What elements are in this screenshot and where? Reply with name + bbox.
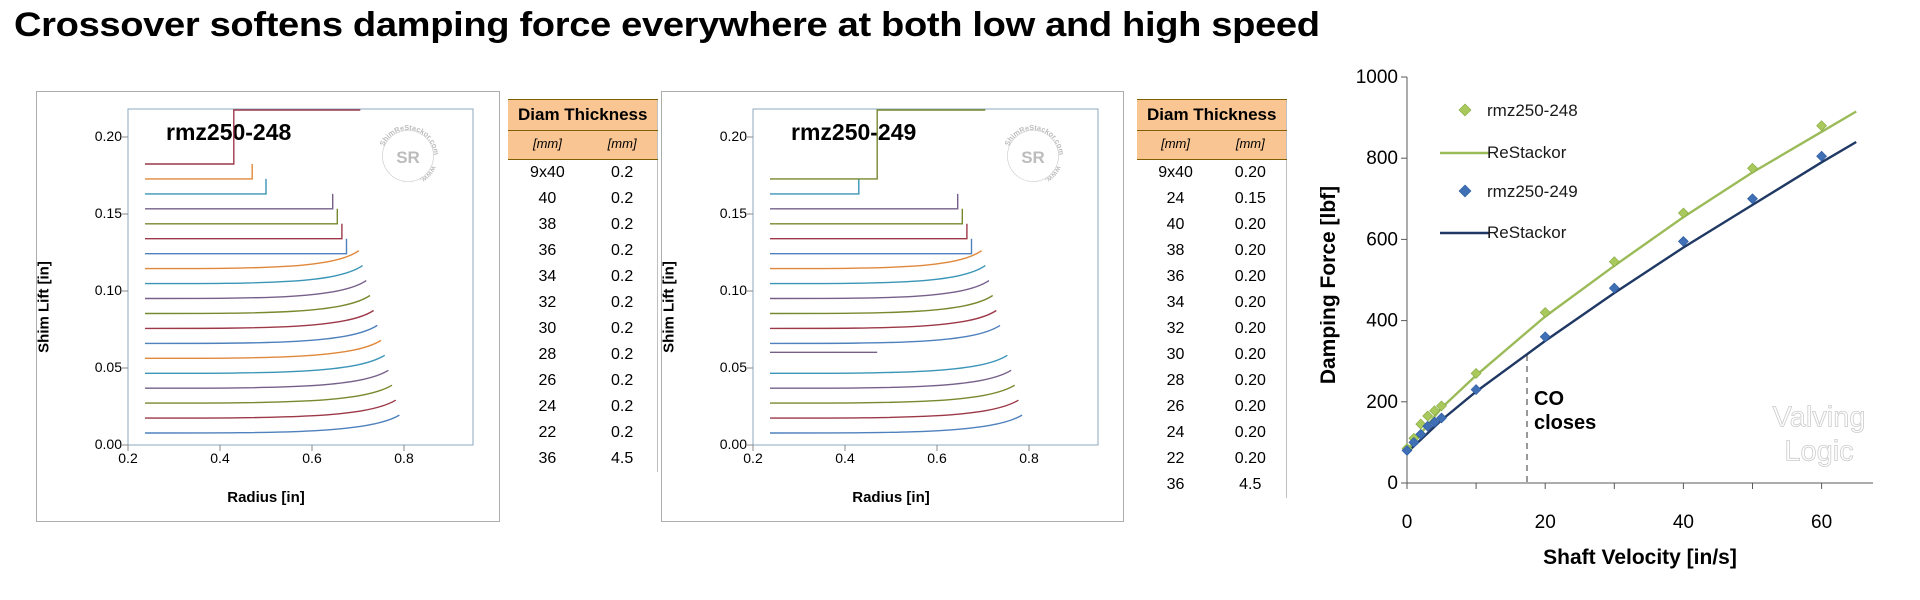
svg-text:20: 20 [1535,512,1556,533]
svg-text:0.10: 0.10 [720,282,747,298]
svg-text:0.05: 0.05 [720,359,747,375]
svg-text:600: 600 [1366,229,1398,250]
svg-text:0: 0 [1402,512,1413,533]
svg-text:0.2: 0.2 [118,450,138,466]
svg-text:Valving: Valving [1773,402,1866,434]
svg-text:0.10: 0.10 [95,282,122,298]
svg-text:www.: www. [1044,164,1064,186]
svg-text:0.20: 0.20 [95,128,122,144]
svg-text:40: 40 [1673,512,1694,533]
svg-text:0.20: 0.20 [720,128,747,144]
svg-text:ReStackor: ReStackor [1487,143,1567,162]
svg-text:200: 200 [1366,392,1398,413]
svg-text:0.8: 0.8 [394,450,414,466]
svg-text:1000: 1000 [1356,67,1398,88]
svg-text:www.: www. [419,164,439,186]
svg-text:SR: SR [396,148,420,167]
svg-text:0.6: 0.6 [302,450,322,466]
svg-text:0.4: 0.4 [210,450,230,466]
svg-text:0.15: 0.15 [720,205,747,221]
svg-text:0.4: 0.4 [835,450,855,466]
svg-text:0.00: 0.00 [720,436,747,452]
svg-text:0.00: 0.00 [95,436,122,452]
svg-text:0.15: 0.15 [95,205,122,221]
svg-text:rmz250-249: rmz250-249 [1487,182,1578,201]
svg-text:Shaft Velocity [in/s]: Shaft Velocity [in/s] [1543,546,1737,569]
svg-text:closes: closes [1534,412,1596,434]
svg-text:SR: SR [1021,148,1045,167]
svg-text:rmz250-248: rmz250-248 [1487,101,1578,120]
svg-text:0.6: 0.6 [927,450,947,466]
svg-text:ReStackor: ReStackor [1487,223,1567,242]
svg-text:0.05: 0.05 [95,359,122,375]
svg-text:400: 400 [1366,311,1398,332]
svg-text:0.2: 0.2 [743,450,763,466]
svg-text:0: 0 [1387,473,1398,494]
svg-text:CO: CO [1534,388,1564,410]
svg-text:Logic: Logic [1784,436,1853,468]
svg-text:0.8: 0.8 [1019,450,1039,466]
svg-text:60: 60 [1811,512,1832,533]
svg-text:800: 800 [1366,148,1398,169]
svg-text:Damping Force [lbf]: Damping Force [lbf] [1320,186,1340,384]
